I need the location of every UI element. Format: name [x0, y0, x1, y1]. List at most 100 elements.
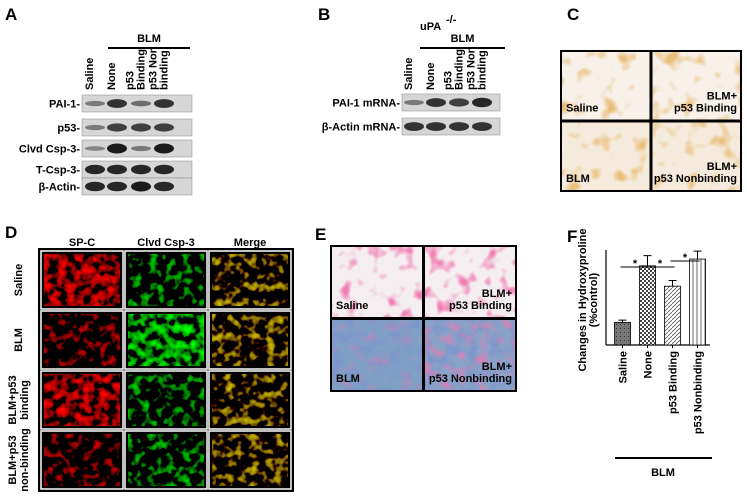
lane-label: Saline — [403, 58, 415, 90]
blot-band — [404, 99, 424, 106]
blot-band — [85, 100, 105, 107]
lane-label: Binding — [454, 49, 466, 90]
image-label: BLM+ — [482, 361, 512, 373]
micrograph-texture — [128, 254, 204, 306]
blot-band — [131, 123, 151, 132]
micrograph-texture — [44, 314, 120, 366]
blot-band — [154, 123, 174, 132]
lane-label: p53 Non — [466, 46, 478, 90]
blot-band — [85, 146, 105, 151]
image-label: BLM+ — [707, 91, 737, 103]
micrograph-texture — [212, 434, 288, 486]
micrograph-texture — [128, 314, 204, 366]
lane-label: binding — [159, 50, 171, 90]
row-label: p53- — [57, 123, 80, 135]
lane-label: Binding — [136, 49, 148, 90]
row-label: non-binding — [19, 428, 31, 492]
lane-label: Saline — [84, 58, 96, 90]
micrograph-texture — [44, 434, 120, 486]
micrograph-texture — [562, 52, 650, 120]
blot-band — [131, 164, 151, 175]
row-label: Saline — [13, 264, 25, 296]
column-label: SP-C — [69, 237, 95, 249]
micrograph-texture — [44, 374, 120, 426]
blot-band — [426, 122, 446, 131]
significance-mark: * — [658, 258, 663, 270]
panel-label: A — [5, 5, 17, 24]
bar — [664, 285, 681, 346]
micrograph-texture — [212, 314, 288, 366]
panel-label: B — [318, 5, 330, 24]
blot-band — [107, 123, 127, 132]
row-label: PAI-1 mRNA- — [332, 98, 400, 110]
image-label: p53 Binding — [449, 300, 512, 312]
lane-label: p53 — [443, 71, 455, 90]
x-tick-label: Saline — [618, 351, 630, 383]
blot-band — [449, 98, 469, 107]
blot-band — [107, 143, 127, 154]
error-bar — [668, 280, 677, 287]
strain-label: uPA — [420, 21, 441, 33]
column-label: Clvd Csp-3 — [137, 237, 194, 249]
blot-band — [131, 145, 151, 152]
group-label: BLM — [137, 33, 161, 45]
blot-band — [472, 97, 492, 108]
panel-label: E — [315, 225, 326, 244]
micrograph-texture — [128, 374, 204, 426]
blot-band — [85, 124, 105, 131]
row-label: β-Actin- — [38, 182, 80, 194]
image-label: BLM+ — [482, 288, 512, 300]
error-bar — [643, 255, 652, 266]
error-bar — [618, 319, 627, 323]
row-label: PAI-1- — [49, 99, 80, 111]
group-label: BLM — [451, 33, 475, 45]
image-label: p53 Nonbinding — [429, 373, 512, 385]
micrograph-texture — [128, 434, 204, 486]
bar — [614, 321, 631, 346]
blot-band — [131, 100, 151, 107]
panel-label: F — [567, 227, 577, 246]
micrograph-texture — [332, 247, 422, 317]
blot-band — [107, 181, 127, 192]
row-label: BLM+p53 — [7, 435, 19, 484]
blot-band — [107, 164, 127, 175]
blot-band — [131, 181, 151, 192]
blot-band — [404, 122, 424, 131]
x-tick-label: None — [643, 351, 655, 379]
significance-mark: * — [633, 258, 638, 270]
x-tick-label: p53 Binding — [668, 351, 680, 414]
micrograph-texture — [332, 320, 422, 390]
bar — [689, 258, 706, 346]
y-axis-label: (%control) — [588, 272, 600, 327]
micrograph-texture — [425, 247, 515, 317]
image-label: p53 Binding — [674, 103, 737, 115]
blot-band — [154, 181, 174, 192]
lane-label: None — [425, 63, 437, 91]
panel-label: C — [567, 5, 579, 24]
lane-label: p53 Non — [148, 46, 160, 90]
y-axis-label: Changes in Hydroxyproline — [577, 228, 589, 371]
micrograph-texture — [562, 122, 650, 190]
row-label: T-Csp-3- — [36, 165, 80, 177]
error-bar — [693, 250, 702, 260]
image-label: BLM+ — [707, 161, 737, 173]
group-label: BLM — [651, 467, 675, 479]
image-label: BLM — [336, 373, 360, 385]
micrograph-texture — [425, 320, 515, 390]
micrograph-texture — [44, 254, 120, 306]
image-label: Saline — [566, 103, 598, 115]
micrograph-texture — [652, 52, 740, 120]
lane-label: None — [106, 63, 118, 91]
row-label: BLM+p53 — [7, 375, 19, 424]
row-label: BLM — [13, 328, 25, 352]
column-label: Merge — [234, 237, 266, 249]
lane-label: binding — [477, 50, 489, 90]
bar — [639, 265, 656, 346]
row-label: binding — [19, 380, 31, 420]
x-tick-label: p53 Nonbinding — [693, 351, 705, 434]
row-label: Clvd Csp-3- — [19, 144, 80, 156]
blot-band — [85, 181, 105, 192]
significance-mark: * — [683, 252, 688, 264]
panel-label: D — [5, 223, 17, 242]
